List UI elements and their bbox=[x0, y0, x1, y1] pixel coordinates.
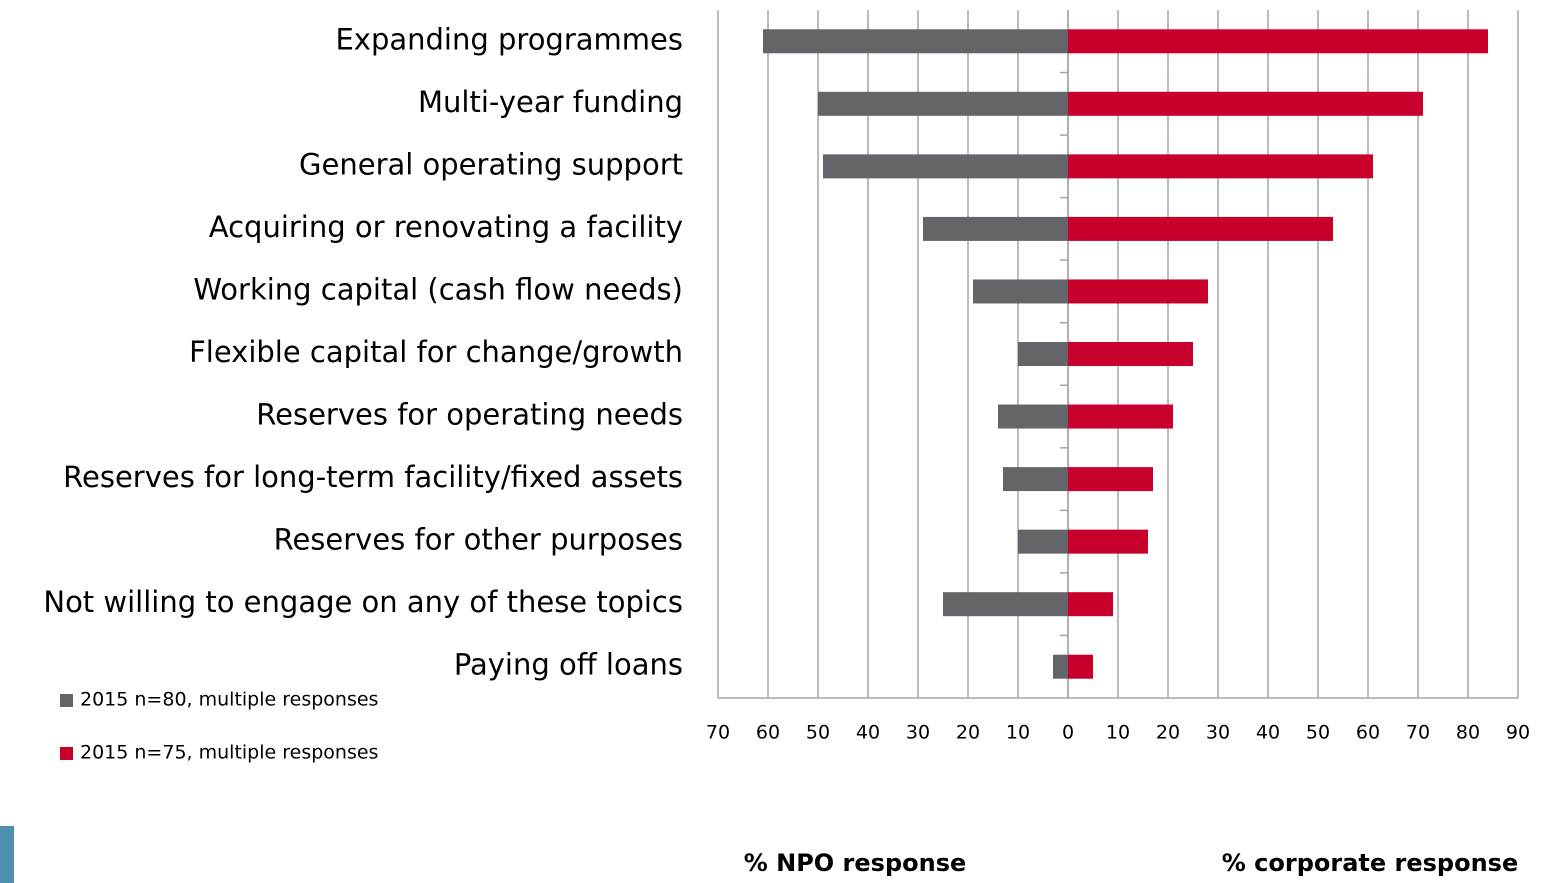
x-tick-label: 40 bbox=[1256, 722, 1280, 744]
bar bbox=[1068, 342, 1193, 366]
bar bbox=[1068, 404, 1173, 429]
legend-label: 2015 n=75, multiple responses bbox=[80, 742, 378, 764]
bar bbox=[1053, 654, 1068, 679]
legend-swatch bbox=[60, 747, 73, 760]
x-tick-label: 50 bbox=[806, 722, 830, 744]
x-tick-label: 40 bbox=[856, 722, 880, 744]
x-tick-label: 0 bbox=[1062, 722, 1074, 744]
bar bbox=[923, 216, 1068, 241]
x-tick-label: 70 bbox=[1406, 722, 1430, 744]
bar bbox=[1068, 467, 1153, 492]
bar bbox=[1068, 216, 1333, 241]
x-tick-label: 80 bbox=[1456, 722, 1480, 744]
category-label: Not willing to engage on any of these to… bbox=[43, 585, 683, 619]
category-label: Reserves for operating needs bbox=[256, 398, 683, 432]
category-label: Acquiring or renovating a facility bbox=[209, 210, 683, 244]
x-tick-label: 30 bbox=[1206, 722, 1230, 744]
bar bbox=[1068, 91, 1423, 116]
category-label: General operating support bbox=[299, 147, 683, 181]
x-tick-label: 50 bbox=[1306, 722, 1330, 744]
legend-swatch bbox=[60, 694, 73, 707]
bar bbox=[1068, 279, 1208, 304]
category-label: Expanding programmes bbox=[335, 22, 683, 56]
x-axis-title: % corporate response bbox=[1222, 849, 1518, 877]
bar bbox=[818, 91, 1068, 116]
x-tick-label: 30 bbox=[906, 722, 930, 744]
category-label: Paying off loans bbox=[454, 648, 683, 682]
x-tick-label: 60 bbox=[1356, 722, 1380, 744]
x-tick-label: 20 bbox=[956, 722, 980, 744]
x-tick-label: 20 bbox=[1156, 722, 1180, 744]
category-label: Reserves for other purposes bbox=[274, 523, 683, 557]
bar bbox=[823, 154, 1068, 179]
bar bbox=[1018, 529, 1068, 554]
category-label: Flexible capital for change/growth bbox=[189, 335, 683, 369]
category-label: Working capital (cash flow needs) bbox=[193, 272, 683, 306]
legend-label: 2015 n=80, multiple responses bbox=[80, 689, 378, 711]
bar bbox=[998, 404, 1068, 429]
x-axis-title: % NPO response bbox=[744, 849, 967, 877]
x-tick-label: 90 bbox=[1506, 722, 1530, 744]
bar bbox=[1068, 529, 1148, 554]
x-tick-label: 60 bbox=[756, 722, 780, 744]
decoration bbox=[0, 826, 14, 883]
category-label: Multi-year funding bbox=[418, 85, 683, 119]
category-label: Reserves for long-term facility/fixed as… bbox=[63, 460, 683, 494]
bar bbox=[763, 29, 1068, 54]
bar bbox=[1068, 592, 1113, 617]
bar bbox=[973, 279, 1068, 304]
x-tick-label: 10 bbox=[1006, 722, 1030, 744]
bar bbox=[1018, 342, 1068, 366]
bar bbox=[943, 592, 1068, 617]
bar bbox=[1068, 654, 1093, 679]
x-tick-label: 10 bbox=[1106, 722, 1130, 744]
bar bbox=[1068, 29, 1488, 54]
bar bbox=[1068, 154, 1373, 179]
bar bbox=[1003, 467, 1068, 492]
x-tick-label: 70 bbox=[706, 722, 730, 744]
